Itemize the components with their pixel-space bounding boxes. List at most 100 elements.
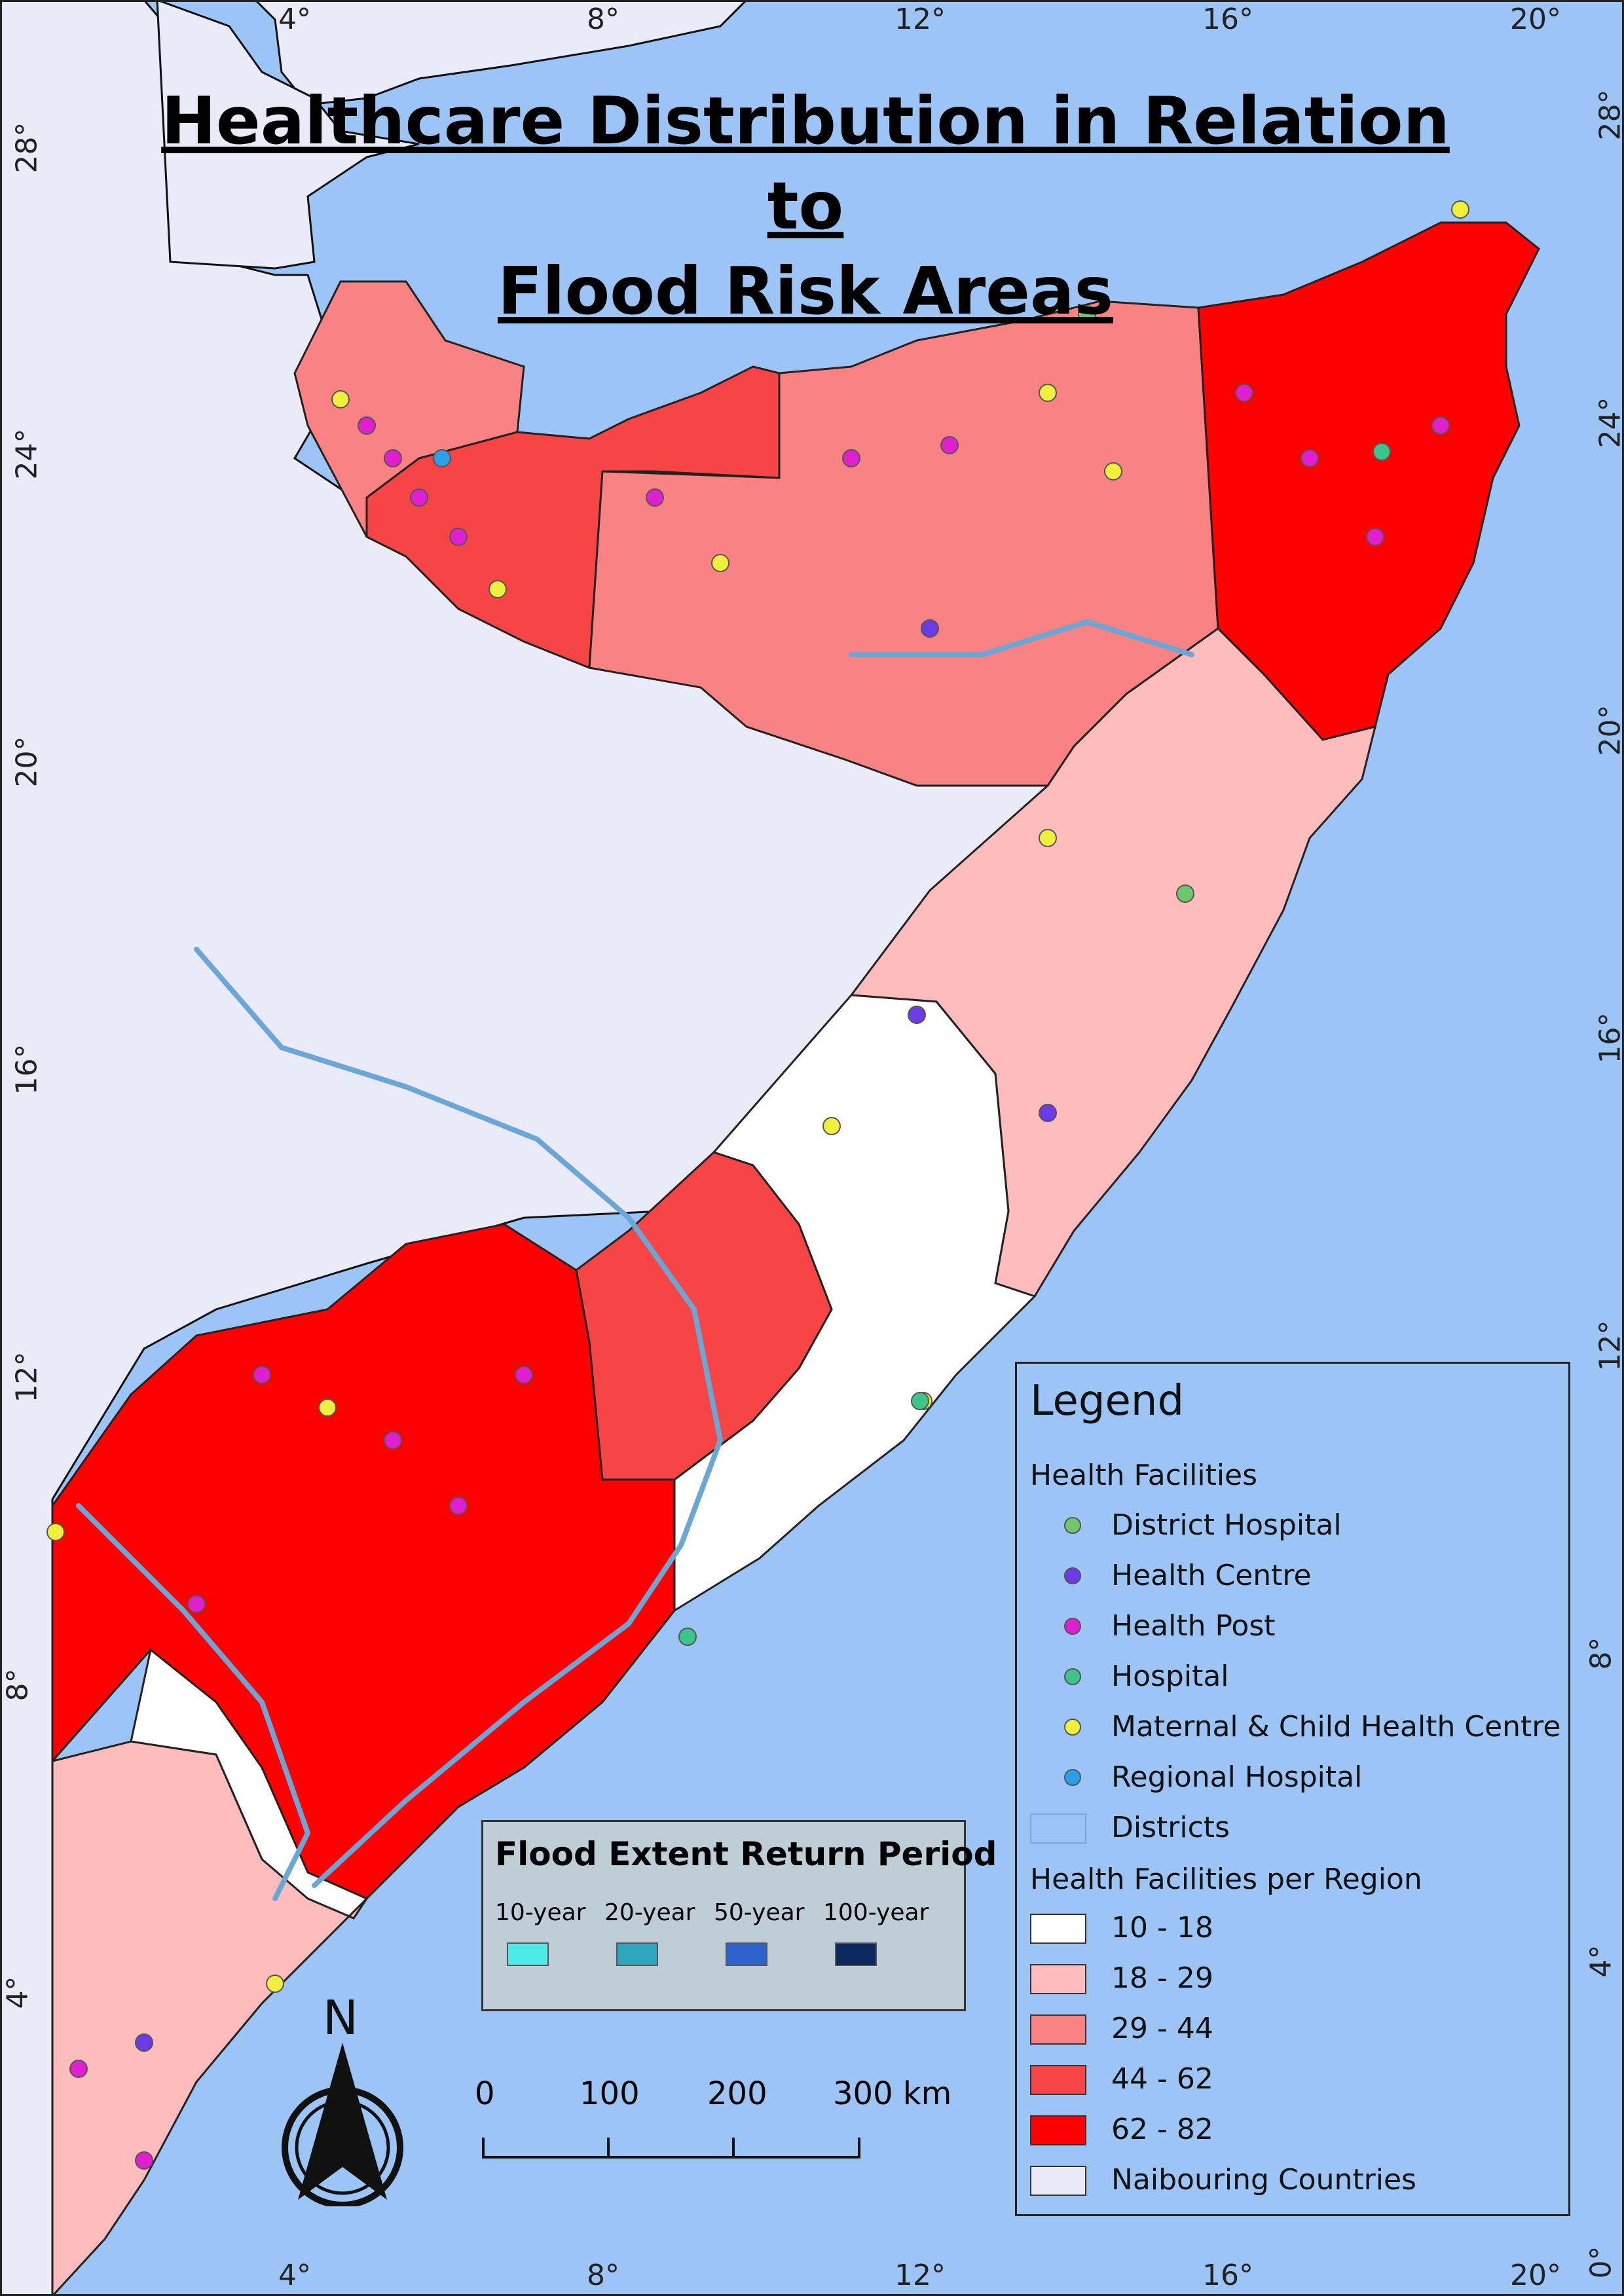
- legend-dot-icon: [1064, 1769, 1081, 1786]
- grid-label-lon-bottom: 8°: [587, 2259, 619, 2292]
- north-arrow: N: [272, 1990, 416, 2206]
- point-health-centre: [921, 619, 939, 638]
- flood-extents: [76, 619, 1194, 1901]
- point-health-post: [1431, 416, 1450, 435]
- scale-label: 300 km: [833, 2075, 952, 2112]
- point-health-post: [1301, 449, 1319, 467]
- map-legend: Legend Health Facilities District Hospit…: [1015, 1362, 1570, 2216]
- legend-item-district-hospital: District Hospital: [1030, 1504, 1567, 1544]
- point-health-centre: [1039, 1104, 1057, 1122]
- flood-item-10: 10-year: [495, 1899, 606, 1978]
- region-north-44-62: [365, 365, 781, 670]
- grid-label-lat-left: 24°: [10, 428, 44, 480]
- legend-label: 29 - 44: [1111, 2012, 1213, 2045]
- grid-label-lon-top: 20°: [1510, 3, 1561, 36]
- legend-item-health-post: Health Post: [1030, 1605, 1567, 1645]
- neighbouring-countries: [0, 0, 748, 106]
- legend-item-neighbouring: Naibouring Countries: [1030, 2159, 1567, 2198]
- grid-label-lon-top: 8°: [587, 3, 619, 36]
- flood-swatch: [835, 1942, 877, 1966]
- scale-label: 200: [707, 2075, 767, 2112]
- grid-label-lon-top: 4°: [278, 3, 311, 36]
- point-hospital: [1373, 443, 1391, 461]
- grid-label-lat-right: 8°: [1584, 1637, 1618, 1670]
- legend-swatch: [1030, 2115, 1086, 2145]
- point-maternal: [318, 1398, 337, 1417]
- point-health-post: [449, 1497, 468, 1515]
- flood-swatch: [726, 1942, 767, 1966]
- grid-label-lat-right: 20°: [1593, 704, 1624, 756]
- grid-label-lon-bottom: 4°: [278, 2259, 311, 2292]
- neighbouring-top-country: [156, 0, 420, 270]
- point-maternal: [1451, 200, 1469, 219]
- facility-points: [46, 200, 1469, 2170]
- legend-swatch: [1030, 2166, 1086, 2196]
- grid-label-lat-left: 8°: [1, 1668, 35, 1702]
- legend-per-region-heading: Health Facilities per Region: [1030, 1863, 1422, 1896]
- legend-item-class: 10 - 18: [1030, 1907, 1567, 1946]
- legend-item-maternal: Maternal & Child Health Centre: [1030, 1706, 1567, 1745]
- legend-dot-icon: [1064, 1517, 1081, 1534]
- legend-facilities-heading: Health Facilities: [1030, 1459, 1258, 1492]
- grid-label-lat-left: 12°: [10, 1351, 44, 1403]
- point-hospital: [911, 1392, 929, 1410]
- grid-label-lat-right: 4°: [1584, 1944, 1618, 1978]
- grid-label-lat-right: 0°: [1584, 2246, 1618, 2279]
- legend-dot-icon: [1064, 1719, 1081, 1736]
- point-health-post: [449, 528, 468, 546]
- grid-label-lat-right: 24°: [1593, 397, 1624, 448]
- legend-label: 10 - 18: [1111, 1911, 1213, 1944]
- point-district-hospital: [1176, 884, 1194, 903]
- scale-label: 100: [580, 2075, 640, 2112]
- point-health-post: [1235, 384, 1253, 402]
- point-maternal: [822, 1117, 841, 1135]
- flood-label: 20-year: [604, 1899, 695, 1926]
- point-maternal: [266, 1975, 284, 1993]
- grid-label-lon-top: 16°: [1202, 3, 1253, 36]
- legend-label: Health Centre: [1111, 1559, 1312, 1592]
- legend-label: Regional Hospital: [1111, 1760, 1363, 1794]
- flood-label: 100-year: [823, 1899, 929, 1926]
- point-health-post: [515, 1366, 533, 1384]
- grid-label-lon-bottom: 16°: [1202, 2259, 1253, 2292]
- point-health-post: [69, 2060, 88, 2078]
- map-title-line1: Healthcare Distribution in Relation to: [161, 82, 1450, 244]
- legend-item-class: 62 - 82: [1030, 2109, 1567, 2148]
- map-title: Healthcare Distribution in Relation to F…: [157, 79, 1454, 334]
- point-district-hospital: [1078, 305, 1096, 323]
- legend-item-class: 44 - 62: [1030, 2058, 1567, 2098]
- legend-label: Maternal & Child Health Centre: [1111, 1710, 1561, 1743]
- scale-bar: 0 100 200 300 km: [475, 2075, 951, 2174]
- grid-label-lon-bottom: 20°: [1510, 2259, 1561, 2292]
- flood-swatch: [507, 1942, 549, 1966]
- north-arrow-icon: [282, 2043, 403, 2206]
- point-maternal: [489, 580, 507, 598]
- point-health-post: [646, 488, 664, 507]
- grid-label-lon-top: 12°: [895, 3, 946, 36]
- legend-dot-icon: [1064, 1567, 1081, 1584]
- point-maternal: [1039, 384, 1057, 402]
- legend-label: Hospital: [1111, 1660, 1229, 1693]
- legend-label: 62 - 82: [1111, 2113, 1213, 2146]
- point-health-post: [135, 2151, 153, 2170]
- legend-item-class: 29 - 44: [1030, 2008, 1567, 2047]
- point-health-post: [253, 1366, 271, 1384]
- north-label: N: [323, 1990, 358, 2045]
- legend-label: District Hospital: [1111, 1508, 1342, 1542]
- legend-dot-icon: [1064, 1668, 1081, 1685]
- scale-label: 0: [475, 2075, 495, 2112]
- grid-label-lat-left: 4°: [1, 1976, 35, 2009]
- grid-label-lat-left: 28°: [10, 122, 44, 173]
- point-health-post: [384, 449, 402, 467]
- legend-swatch: [1030, 1964, 1086, 1994]
- legend-heading: Legend: [1030, 1377, 1185, 1425]
- legend-item-regional-hospital: Regional Hospital: [1030, 1757, 1567, 1796]
- legend-swatch: [1030, 1813, 1086, 1844]
- legend-item-health-centre: Health Centre: [1030, 1555, 1567, 1594]
- flood-label: 50-year: [714, 1899, 805, 1926]
- flood-item-50: 50-year: [714, 1899, 825, 1978]
- legend-dot-icon: [1064, 1618, 1081, 1635]
- point-health-centre: [908, 1006, 926, 1024]
- point-health-post: [1366, 528, 1384, 546]
